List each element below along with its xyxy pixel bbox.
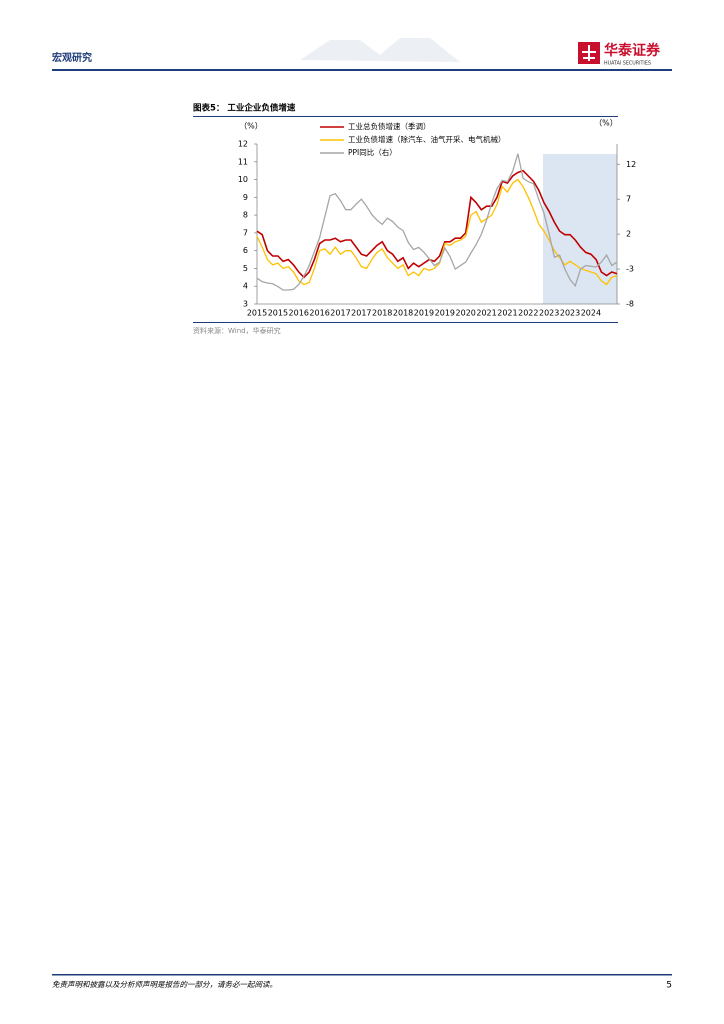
y-tick-label: 8 [243,211,248,220]
y-tick-label: 4 [243,282,248,291]
y2-tick-label: 2 [626,230,631,239]
figure-rule [193,116,618,117]
y-tick-label: 3 [243,300,248,309]
header-title: 宏观研究 [52,51,92,64]
x-tick-label: 2023 [560,309,580,318]
x-tick-label: 2019 [414,309,434,318]
page-number: 5 [666,981,672,991]
x-tick-label: 2017 [330,309,350,318]
y-axis-label: （%） [239,122,263,131]
y-tick-label: 6 [243,246,248,255]
x-tick-label: 2016 [309,309,329,318]
x-tick-label: 2015 [268,309,288,318]
y-tick-label: 10 [238,175,248,184]
x-tick-label: 2020 [456,309,476,318]
y2-tick-label: -3 [626,265,634,274]
y-tick-label: 5 [243,264,248,273]
legend-label: 工业负债增速（除汽车、油气开采、电气机械） [348,134,506,144]
x-tick-label: 2021 [476,309,496,318]
y-tick-label: 11 [238,157,248,166]
legend-label: 工业总负债增速（季调） [348,121,431,131]
logo-name: 华泰证券 [604,42,661,59]
series-line [256,178,618,286]
series-line [256,169,618,279]
figure-title: 图表5： 工业企业负债增速 [193,103,296,114]
highlight-band [543,154,617,304]
header-decoration [300,38,460,62]
y2-tick-label: 12 [626,160,636,169]
y2-axis-label: （%） [594,119,618,128]
x-tick-label: 2016 [289,309,309,318]
footer-rule [52,974,672,976]
y-tick-label: 9 [243,193,248,202]
x-tick-label: 2022 [518,309,538,318]
legend-label: PPI同比（右） [348,147,397,157]
source-rule [193,322,618,323]
logo-sub: HUATAI SECURITIES [604,61,651,67]
logo: 华泰证券 HUATAI SECURITIES [578,42,661,67]
y-tick-label: 12 [238,140,248,149]
y2-tick-label: -8 [626,300,634,309]
y2-tick-label: 7 [626,195,631,204]
x-tick-label: 2021 [497,309,517,318]
x-tick-label: 2017 [351,309,371,318]
x-tick-label: 2015 [247,309,267,318]
footer-disclaimer: 免责声明和披露以及分析师声明是报告的一部分，请务必一起阅读。 [52,980,277,989]
x-tick-label: 2023 [539,309,559,318]
x-tick-label: 2024 [581,309,601,318]
x-tick-label: 2018 [393,309,413,318]
series-line [256,153,618,291]
x-tick-label: 2019 [435,309,455,318]
x-tick-label: 2018 [372,309,392,318]
y-tick-label: 7 [243,228,248,237]
logo-glyph [582,45,596,61]
figure-source: 资料来源：Wind，华泰研究 [193,326,281,335]
header-rule [52,69,672,71]
